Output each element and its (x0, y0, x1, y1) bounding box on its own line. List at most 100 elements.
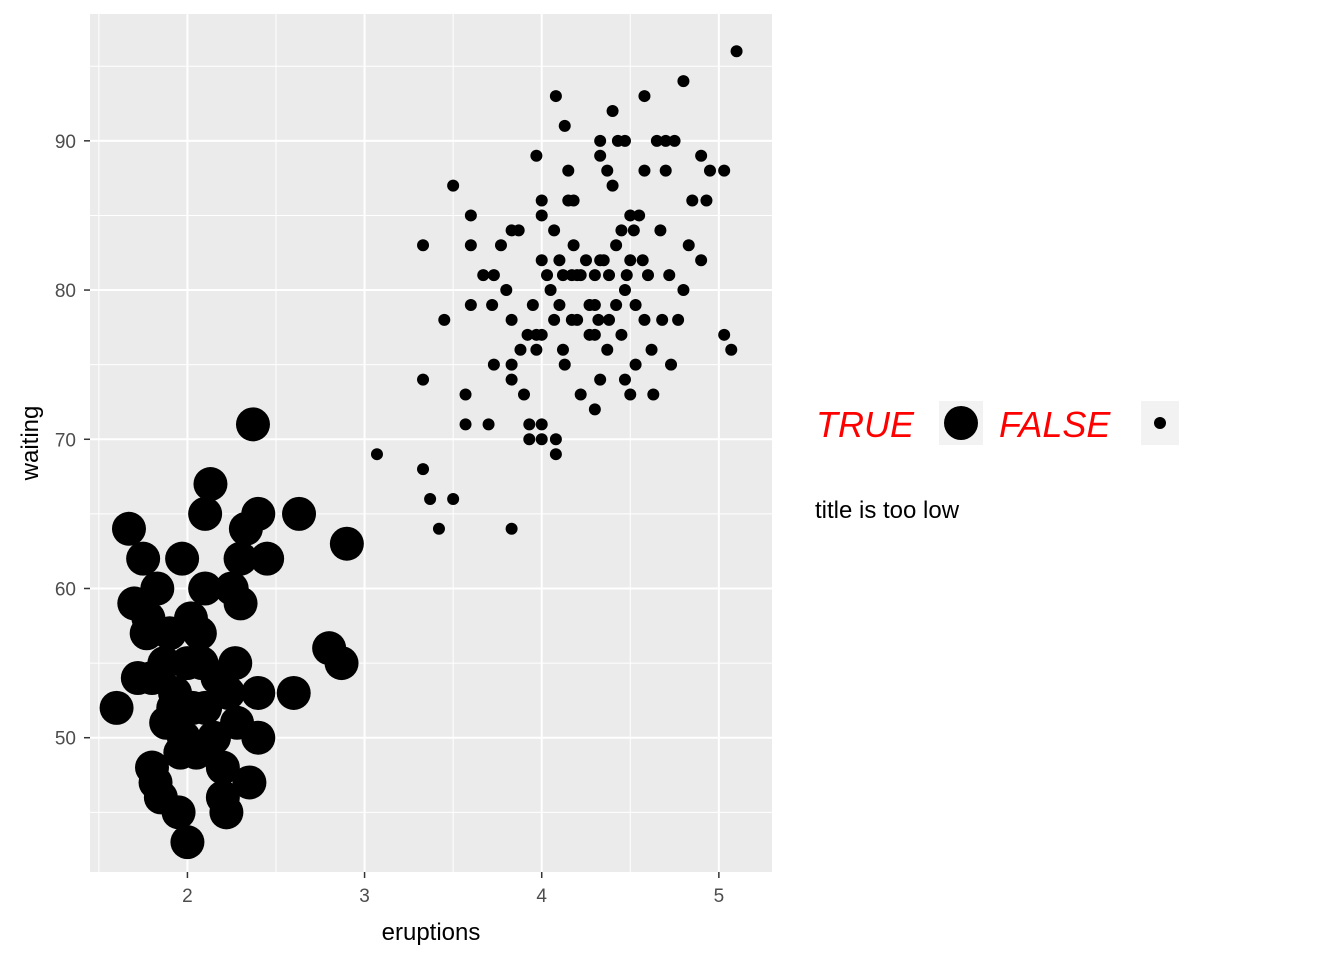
data-point-true (211, 675, 246, 710)
data-point-true (170, 825, 205, 860)
x-tick-label: 3 (359, 886, 370, 907)
data-point-false (665, 358, 678, 371)
y-tick-label: 80 (55, 281, 76, 302)
data-point-true (161, 795, 196, 830)
data-point-true (209, 795, 244, 830)
data-point-true (140, 571, 175, 606)
data-point-false (704, 164, 716, 177)
data-point-false (656, 313, 669, 326)
data-point-false (645, 343, 658, 356)
data-point-false (624, 254, 637, 267)
data-point-true (329, 526, 364, 561)
data-point-false (636, 254, 649, 267)
data-point-false (718, 164, 731, 177)
data-point-false (459, 388, 472, 401)
data-point-false (610, 298, 623, 311)
data-point-false (615, 224, 628, 237)
data-point-false (464, 298, 477, 311)
y-axis: 50 60 70 80 90 (55, 132, 90, 750)
data-point-false (521, 328, 534, 341)
data-point-false (523, 433, 536, 446)
data-point-true (156, 690, 191, 725)
data-point-false (588, 269, 601, 282)
x-tick-label: 4 (536, 886, 547, 907)
legend-marker-true (944, 406, 978, 440)
x-tick-label: 2 (182, 886, 193, 907)
data-point-false (553, 254, 566, 267)
data-point-false (556, 269, 569, 282)
data-points (99, 45, 743, 860)
data-point-false (594, 134, 607, 147)
legend-label-false: FALSE (999, 404, 1111, 445)
data-point-false (548, 313, 561, 326)
data-point-false (718, 328, 731, 341)
data-point-false (370, 448, 383, 461)
data-point-false (695, 254, 708, 267)
data-point-false (638, 164, 651, 177)
y-tick-label: 50 (55, 729, 76, 750)
data-point-false (512, 224, 525, 237)
data-point-false (417, 463, 430, 476)
data-point-false (668, 134, 681, 147)
data-point-true (163, 735, 198, 770)
data-point-false (606, 179, 619, 192)
data-point-false (553, 298, 566, 311)
data-point-true (188, 571, 223, 606)
x-axis-title: eruptions (382, 919, 481, 946)
data-point-false (677, 75, 690, 88)
data-point-false (588, 298, 601, 311)
data-point-false (618, 134, 631, 147)
data-point-false (663, 269, 676, 282)
data-point-false (594, 149, 607, 162)
data-point-false (548, 224, 561, 237)
data-point-true (223, 541, 258, 576)
legend-title: title is too low (815, 497, 960, 524)
data-point-false (730, 45, 743, 58)
data-point-true (111, 511, 146, 546)
data-point-true (218, 646, 253, 681)
data-point-false (562, 164, 575, 177)
data-point-false (618, 284, 631, 297)
data-point-false (477, 269, 490, 282)
x-axis: 2 3 4 5 (182, 872, 724, 907)
data-point-false (574, 269, 587, 282)
data-point-false (505, 313, 518, 326)
data-point-false (459, 418, 472, 431)
data-point-false (574, 388, 587, 401)
data-point-true (241, 675, 276, 710)
data-point-false (601, 164, 614, 177)
data-point-false (464, 209, 477, 222)
data-point-false (571, 313, 584, 326)
data-point-false (487, 358, 500, 371)
data-point-false (544, 284, 557, 297)
data-point-false (659, 134, 672, 147)
data-point-false (549, 448, 562, 461)
data-point-false (725, 343, 738, 356)
data-point-false (535, 418, 548, 431)
data-point-false (505, 373, 518, 386)
data-point-false (588, 403, 601, 416)
data-point-false (500, 284, 513, 297)
data-point-false (417, 373, 430, 386)
data-point-false (535, 209, 548, 222)
data-point-true (126, 541, 161, 576)
data-point-false (647, 388, 660, 401)
data-point-false (494, 239, 507, 252)
data-point-false (592, 313, 605, 326)
legend-marker-false (1154, 417, 1166, 429)
data-point-false (487, 269, 500, 282)
data-point-false (514, 343, 527, 356)
data-point-false (424, 492, 437, 505)
data-point-false (615, 328, 628, 341)
x-tick-label: 5 (714, 886, 725, 907)
data-point-true (241, 720, 276, 755)
data-point-true (223, 586, 258, 621)
data-point-false (603, 313, 616, 326)
data-point-false (695, 149, 708, 162)
data-point-false (624, 209, 637, 222)
data-point-false (526, 298, 539, 311)
data-point-true (282, 496, 317, 531)
data-point-false (638, 90, 651, 103)
data-point-true (324, 646, 359, 681)
